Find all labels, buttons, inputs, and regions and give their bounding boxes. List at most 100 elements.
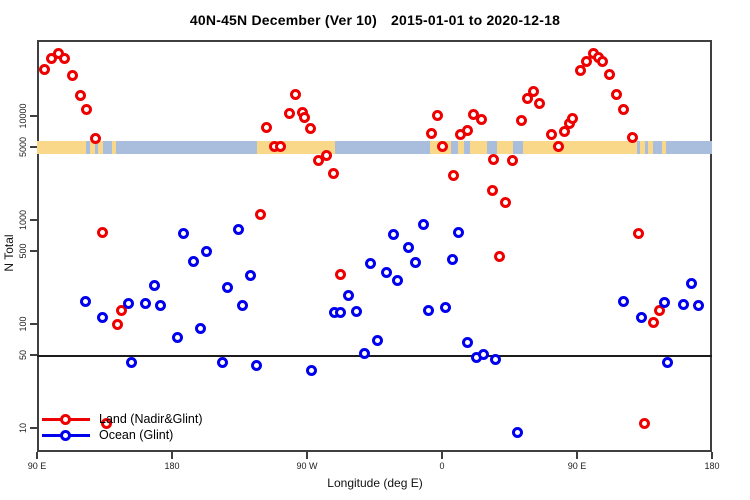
data-point-land (574, 64, 586, 76)
data-point-ocean (194, 322, 206, 334)
map-strip-segment-land (458, 140, 465, 154)
data-point-land (74, 89, 86, 101)
map-strip-segment-land (37, 140, 87, 154)
data-point-land (116, 304, 128, 316)
data-point-ocean (391, 275, 403, 287)
x-tick-label: 90 W (296, 461, 318, 471)
x-tick (441, 452, 443, 459)
legend-item-land: Land (Nadir&Glint) (42, 411, 203, 427)
map-strip-segment-ocean (103, 140, 112, 154)
data-point-ocean (171, 332, 183, 344)
map-strip-segment-land (640, 140, 645, 154)
data-point-ocean (342, 290, 354, 302)
x-tick (576, 452, 578, 459)
data-point-ocean (306, 364, 318, 376)
data-point-land (506, 154, 518, 166)
map-strip-segment-land (470, 140, 487, 154)
x-tick (171, 452, 173, 459)
x-tick (36, 452, 38, 459)
x-tick-label: 0 (439, 461, 445, 471)
data-point-ocean (677, 299, 689, 311)
data-point-land (327, 168, 339, 180)
y-tick (30, 146, 37, 149)
plot-area-frame (37, 40, 712, 452)
legend: Land (Nadir&Glint) Ocean (Glint) (42, 411, 203, 443)
data-point-land (558, 125, 570, 137)
y-tick-label: 500 (18, 243, 28, 259)
map-strip-segment-ocean (665, 140, 712, 154)
y-tick (30, 354, 37, 357)
map-strip-segment-ocean (451, 140, 459, 154)
data-point-ocean (402, 242, 414, 254)
data-point-land (67, 70, 79, 82)
data-point-land (648, 317, 660, 329)
data-point-ocean (512, 427, 524, 439)
y-tick-label: 50 (18, 350, 28, 361)
data-point-ocean (251, 359, 263, 371)
data-point-ocean (358, 348, 370, 360)
y-tick-label: 100 (18, 316, 28, 332)
data-point-land (96, 226, 108, 238)
data-point-ocean (658, 297, 670, 309)
map-strip-segment-ocean (487, 140, 498, 154)
data-point-land (552, 140, 564, 152)
data-point-ocean (139, 297, 151, 309)
map-strip-segment-ocean (335, 140, 430, 154)
data-point-ocean (154, 300, 166, 312)
data-point-ocean (187, 255, 199, 267)
map-strip-segment-ocean (512, 140, 523, 154)
data-point-ocean (447, 254, 459, 266)
map-strip-segment-land (523, 140, 637, 154)
data-point-ocean (462, 337, 474, 349)
map-strip-segment-ocean (116, 140, 258, 154)
data-point-land (487, 185, 499, 197)
x-tick-label: 90 E (567, 461, 587, 471)
data-point-land (627, 132, 639, 144)
data-point-ocean (245, 269, 257, 281)
data-point-ocean (125, 356, 137, 368)
data-point-ocean (490, 353, 502, 365)
data-point-ocean (417, 219, 429, 231)
data-point-ocean (365, 257, 377, 269)
x-tick (306, 452, 308, 459)
x-tick (711, 452, 713, 459)
data-point-land (487, 154, 499, 166)
data-point-land (334, 268, 346, 280)
y-tick (30, 219, 37, 221)
data-point-ocean (122, 297, 134, 309)
y-tick-label: 1000 (18, 209, 28, 231)
data-point-ocean (350, 306, 362, 318)
plot-area (37, 40, 712, 452)
y-tick-label: 10000 (18, 103, 28, 129)
y-tick (30, 115, 37, 117)
data-point-ocean (618, 295, 630, 307)
data-point-land (58, 53, 70, 65)
reference-line-50 (37, 355, 712, 357)
y-tick (30, 427, 37, 429)
map-strip-segment-land (647, 140, 654, 154)
chart-title-range: 40N-45N December (Ver 10) (189, 12, 378, 28)
legend-circle-icon-ocean (60, 429, 71, 441)
data-point-land (522, 93, 534, 105)
map-strip-segment-ocean (653, 140, 663, 154)
data-point-land (545, 129, 557, 141)
map-strip-segment-land (98, 140, 103, 154)
x-tick-label: 180 (704, 461, 720, 471)
chart-title-dates: 2015-01-01 to 2020-12-18 (391, 12, 561, 28)
data-point-land (313, 155, 325, 167)
data-point-land (431, 109, 443, 121)
data-point-ocean (201, 245, 213, 257)
data-point-land (493, 250, 505, 262)
data-point-land (111, 318, 123, 330)
data-point-land (260, 121, 272, 133)
data-point-ocean (221, 281, 233, 293)
map-strip-segment-land (497, 140, 513, 154)
data-point-ocean (662, 356, 674, 368)
data-point-ocean (177, 228, 189, 240)
y-tick-label: 10 (18, 422, 28, 434)
data-point-land (633, 228, 645, 240)
map-strip-segment-ocean (644, 140, 648, 154)
data-point-land (516, 115, 528, 127)
map-strip-segment-land (89, 140, 96, 154)
map-strip-segment-ocean (95, 140, 99, 154)
